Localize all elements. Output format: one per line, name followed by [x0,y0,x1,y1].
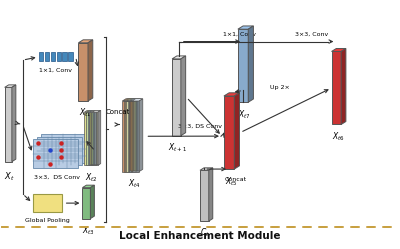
Polygon shape [98,110,101,165]
Polygon shape [88,40,93,101]
Polygon shape [128,99,139,101]
Polygon shape [172,56,186,59]
Polygon shape [209,168,213,221]
Polygon shape [181,56,186,136]
Polygon shape [130,99,133,172]
Text: Up 2×: Up 2× [270,85,290,90]
Polygon shape [224,93,240,96]
Polygon shape [132,101,139,172]
Polygon shape [91,110,99,112]
Polygon shape [224,96,234,169]
Polygon shape [95,110,98,165]
Polygon shape [5,87,12,162]
Polygon shape [136,99,140,172]
Polygon shape [88,110,96,112]
Text: $C_{t}$: $C_{t}$ [200,227,210,239]
Polygon shape [122,99,133,101]
Text: 3×3, DS Conv: 3×3, DS Conv [178,124,222,129]
Polygon shape [200,170,209,221]
Polygon shape [132,99,136,172]
Polygon shape [128,101,135,172]
Text: Local Enhancement Module: Local Enhancement Module [119,231,281,241]
Polygon shape [88,112,93,165]
Polygon shape [12,85,16,162]
FancyBboxPatch shape [36,137,82,165]
Polygon shape [341,49,346,124]
Polygon shape [135,99,139,172]
Text: $X_{t+1}$: $X_{t+1}$ [168,142,187,154]
Polygon shape [84,112,90,165]
Polygon shape [138,99,142,172]
FancyBboxPatch shape [68,52,73,61]
Polygon shape [90,185,94,219]
Text: 3×3, Conv: 3×3, Conv [295,32,328,37]
Polygon shape [124,99,134,101]
Polygon shape [90,110,93,165]
Polygon shape [129,99,140,101]
Text: $X_{t3}$: $X_{t3}$ [82,224,95,237]
Text: Concat: Concat [106,109,130,115]
Polygon shape [238,29,248,102]
Polygon shape [172,59,181,136]
Text: Global Pooling: Global Pooling [25,218,70,223]
Polygon shape [234,93,240,169]
FancyBboxPatch shape [32,139,78,168]
Polygon shape [248,26,254,102]
FancyBboxPatch shape [56,52,61,61]
Polygon shape [78,43,88,101]
Polygon shape [200,168,213,170]
Polygon shape [122,101,130,172]
Polygon shape [82,188,90,219]
Polygon shape [131,101,138,172]
Text: Concat: Concat [225,177,247,182]
Polygon shape [84,110,93,112]
Polygon shape [134,99,137,172]
FancyBboxPatch shape [62,52,67,61]
Text: $X_{t2}$: $X_{t2}$ [85,172,98,184]
Polygon shape [131,99,134,172]
Polygon shape [91,112,96,165]
Text: $X_{t6}$: $X_{t6}$ [332,131,345,143]
Polygon shape [139,99,143,172]
Polygon shape [78,40,93,43]
Polygon shape [126,101,134,172]
Polygon shape [129,101,136,172]
Polygon shape [92,110,101,112]
Text: 1×1, Conv: 1×1, Conv [39,67,72,72]
Polygon shape [126,99,137,101]
Text: $X_{t1}$: $X_{t1}$ [79,106,92,119]
Polygon shape [131,99,142,101]
Polygon shape [125,101,132,172]
Polygon shape [5,85,16,87]
Polygon shape [125,99,136,101]
Polygon shape [124,101,131,172]
Polygon shape [92,110,94,165]
Polygon shape [132,99,143,101]
Polygon shape [96,110,99,165]
Polygon shape [82,185,94,188]
FancyBboxPatch shape [40,134,86,163]
Text: $X_{t}$: $X_{t}$ [4,170,14,183]
FancyBboxPatch shape [32,194,62,212]
Polygon shape [332,52,341,124]
FancyBboxPatch shape [38,52,43,61]
Polygon shape [86,110,94,112]
Polygon shape [89,110,98,112]
Polygon shape [92,112,98,165]
Text: $X_{t4}$: $X_{t4}$ [128,178,140,190]
Polygon shape [238,26,254,29]
Polygon shape [93,110,96,165]
Text: $X_{t5}$: $X_{t5}$ [225,175,237,187]
Polygon shape [89,112,95,165]
FancyBboxPatch shape [50,52,55,61]
Polygon shape [86,112,92,165]
Polygon shape [332,49,346,52]
Text: 3×3,  DS Conv: 3×3, DS Conv [34,175,80,180]
FancyBboxPatch shape [44,52,49,61]
Text: 1×1, Conv: 1×1, Conv [223,32,256,37]
Text: $X_{t7}$: $X_{t7}$ [238,108,251,121]
